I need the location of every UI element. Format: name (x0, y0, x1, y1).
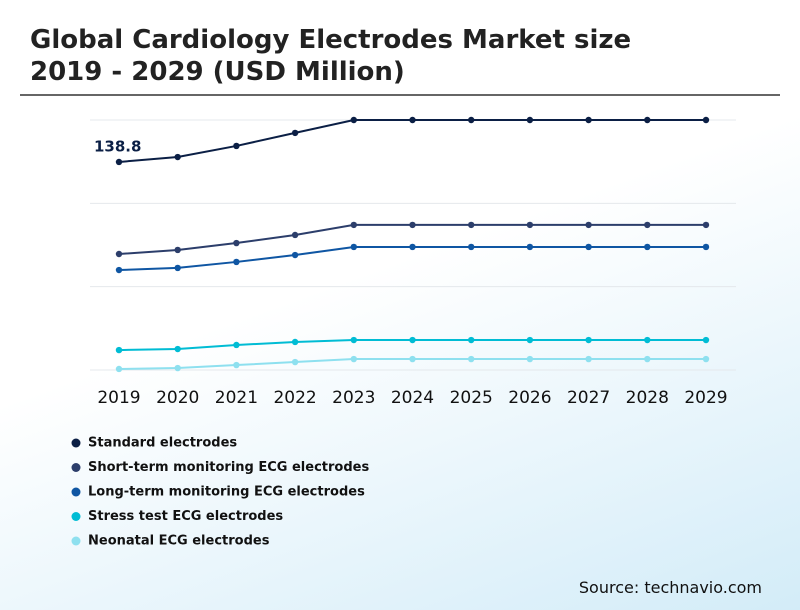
point (233, 258, 240, 266)
x-tick-label: 2019 (97, 388, 140, 408)
point (644, 243, 651, 251)
legend-marker (71, 463, 81, 472)
point (526, 116, 534, 124)
divider (20, 94, 780, 96)
point (174, 246, 181, 254)
point (702, 336, 710, 344)
legend-marker (71, 512, 81, 521)
point (585, 221, 592, 229)
point (115, 266, 123, 274)
x-tick-label: 2029 (684, 388, 727, 408)
point (585, 336, 592, 344)
point (291, 338, 299, 346)
point (702, 221, 710, 229)
point (409, 221, 416, 229)
point (174, 345, 181, 353)
point (174, 153, 181, 161)
point (350, 116, 357, 124)
x-tick-label: 2027 (567, 388, 610, 408)
point (350, 355, 357, 363)
x-tick-label: 2024 (391, 388, 434, 408)
point (409, 336, 416, 344)
point (526, 355, 534, 363)
point (702, 116, 710, 124)
point (350, 336, 357, 344)
point (702, 243, 710, 251)
data-label: 138.8 (94, 137, 141, 155)
point (409, 243, 416, 251)
point (115, 365, 123, 373)
point (409, 355, 416, 363)
point (468, 355, 475, 363)
x-tick-label: 2020 (156, 388, 199, 408)
point (233, 239, 240, 247)
legend-label: Long-term monitoring ECG electrodes (88, 485, 365, 500)
point (350, 243, 357, 251)
legend-marker (71, 536, 81, 546)
point (233, 341, 240, 349)
source: Source: technavio.com (578, 578, 762, 597)
point (585, 116, 592, 124)
point (526, 336, 534, 344)
legend-label: Stress test ECG electrodes (88, 509, 283, 524)
x-tick-label: 2025 (450, 388, 493, 408)
point (291, 251, 299, 259)
legend-marker (71, 487, 81, 497)
point (115, 158, 123, 166)
point (233, 142, 240, 150)
point (174, 264, 181, 272)
point (409, 116, 416, 124)
point (468, 336, 475, 344)
legend-label: Standard electrodes (88, 436, 237, 451)
legend-label: Short-term monitoring ECG electrodes (88, 460, 369, 475)
chart-title: Global Cardiology Electrodes Market size… (30, 25, 632, 87)
point (526, 221, 534, 229)
point (468, 116, 475, 124)
x-tick-label: 2021 (215, 388, 258, 408)
legend-marker (71, 438, 81, 448)
point (644, 355, 651, 363)
point (115, 346, 123, 354)
x-tick-label: 2026 (508, 388, 551, 408)
point (291, 231, 299, 239)
point (468, 221, 475, 229)
point (644, 221, 651, 229)
point (291, 358, 299, 366)
point (585, 243, 592, 251)
point (585, 355, 592, 363)
point (702, 355, 710, 363)
point (233, 361, 240, 369)
point (526, 243, 534, 251)
point (468, 243, 475, 251)
point (174, 364, 181, 372)
point (350, 221, 357, 229)
point (115, 250, 123, 258)
legend-label: Neonatal ECG electrodes (88, 534, 270, 549)
point (644, 116, 651, 124)
point (644, 336, 651, 344)
x-tick-label: 2023 (332, 388, 375, 408)
series-line (118, 245, 706, 272)
point (291, 129, 299, 137)
x-tick-label: 2022 (273, 388, 316, 408)
series-line (118, 119, 706, 163)
x-tick-label: 2028 (626, 388, 669, 408)
